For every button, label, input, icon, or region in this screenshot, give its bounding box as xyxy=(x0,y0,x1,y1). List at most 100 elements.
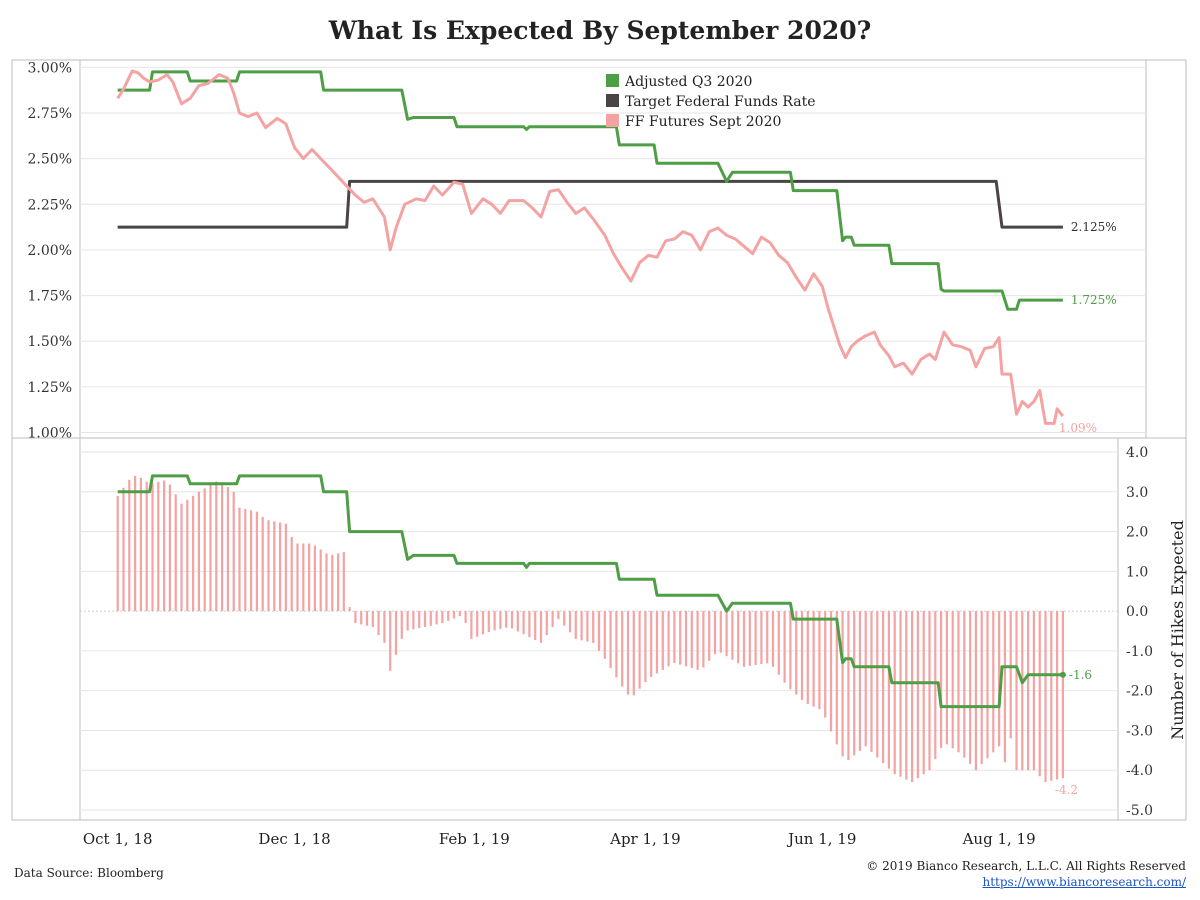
hikes-bar xyxy=(911,611,914,783)
legend-label: Adjusted Q3 2020 xyxy=(624,74,752,90)
hikes-bar xyxy=(296,543,299,612)
hikes-bar xyxy=(342,552,345,612)
hikes-bar xyxy=(325,553,328,612)
bar-series: -4.2 xyxy=(116,475,1078,797)
hikes-bar xyxy=(174,494,177,612)
hikes-bar xyxy=(992,611,995,753)
hikes-bar xyxy=(383,611,386,643)
hikes-bar xyxy=(168,484,171,612)
hikes-bar xyxy=(122,487,125,612)
hikes-bar xyxy=(696,611,699,670)
hikes-bar xyxy=(708,611,711,661)
hikes-bar xyxy=(592,611,595,643)
hikes-bar xyxy=(423,611,427,627)
hikes-bar xyxy=(568,611,572,633)
bottom-y-tick-label: -2.0 xyxy=(1126,684,1153,700)
hikes-bar xyxy=(998,611,1001,747)
hikes-bar xyxy=(481,611,485,635)
hikes-bar xyxy=(667,611,670,667)
hikes-bar xyxy=(255,511,258,612)
hikes-bar xyxy=(644,611,647,682)
ff-futures-line xyxy=(116,69,1065,425)
hikes-bar xyxy=(887,611,890,769)
hikes-bar xyxy=(748,611,751,666)
hikes-bar xyxy=(163,480,166,612)
line-series: -1.6 2.125% 1.725% 1.09% xyxy=(116,69,1117,709)
hikes-bar xyxy=(615,611,618,678)
bottom-y-axis-title: Number of Hikes Expected xyxy=(1168,520,1187,740)
hikes-bar xyxy=(824,611,827,718)
top-y-tick-label: 1.50% xyxy=(28,334,72,350)
hikes-bar xyxy=(719,611,722,653)
hikes-bar xyxy=(771,611,775,667)
hikes-bar xyxy=(650,611,653,677)
hikes-bar xyxy=(702,611,705,668)
hikes-bar xyxy=(128,479,131,612)
hikes-bar xyxy=(882,611,885,764)
hikes-bar xyxy=(400,611,403,639)
ff-futures-line-end-label: 1.09% xyxy=(1059,421,1097,435)
hikes-bar xyxy=(458,611,461,617)
hikes-bar xyxy=(215,481,218,612)
hikes-bar xyxy=(655,611,659,674)
hikes-bar xyxy=(267,520,270,612)
hikes-bar xyxy=(1061,611,1064,779)
hikes-bar xyxy=(157,481,160,612)
hikes-bar xyxy=(626,611,630,695)
hikes-bar xyxy=(574,611,577,639)
hikes-bar xyxy=(1003,611,1006,763)
x-tick-label: Feb 1, 19 xyxy=(439,830,510,848)
top-y-tick-label: 2.00% xyxy=(28,243,72,259)
hikes-bar xyxy=(893,611,896,775)
hikes-bar xyxy=(742,611,746,667)
hikes-bar xyxy=(1050,611,1053,781)
hikes-bar xyxy=(203,488,206,612)
hikes-bar xyxy=(354,611,357,623)
hikes-bar xyxy=(151,483,154,612)
hikes-bar xyxy=(493,611,496,631)
hikes-bar xyxy=(853,611,856,756)
hikes-bar xyxy=(580,611,583,641)
hikes-bar xyxy=(389,611,392,671)
hikes-bar xyxy=(290,536,293,612)
x-tick-label: Jun 1, 19 xyxy=(786,830,856,848)
hikes-bar xyxy=(134,475,137,612)
hikes-bar xyxy=(360,611,363,625)
hikes-bar xyxy=(940,611,943,748)
data-source-note: Data Source: Bloomberg xyxy=(14,866,164,880)
hikes-bar xyxy=(452,611,456,619)
adjusted-hikes-end-marker xyxy=(1059,671,1066,678)
hikes-bar xyxy=(766,611,769,664)
hikes-bar xyxy=(238,507,241,612)
hikes-bar xyxy=(1021,611,1024,771)
hikes-bar xyxy=(348,607,351,612)
hikes-bar xyxy=(760,611,763,665)
hikes-bar xyxy=(934,611,937,760)
axis-labels: 1.00% 1.25% 1.50% 1.75% 2.00% 2.25% 2.50% 2.75%… xyxy=(28,60,1187,848)
hikes-bar xyxy=(313,545,316,612)
hikes-bar xyxy=(661,611,664,670)
hikes-bar xyxy=(284,523,287,612)
hikes-bar xyxy=(539,611,543,643)
hikes-bar xyxy=(209,485,212,612)
hikes-bar xyxy=(632,611,635,696)
hikes-bar xyxy=(406,611,409,631)
hikes-bar xyxy=(725,611,728,657)
hikes-bar xyxy=(250,510,253,612)
website-link[interactable]: https://www.biancoresearch.com/ xyxy=(982,875,1186,889)
hikes-bar xyxy=(1056,611,1059,780)
chart-frame xyxy=(11,59,1187,821)
hikes-bar xyxy=(980,611,983,765)
hikes-bar xyxy=(499,611,502,629)
outer-frame xyxy=(11,59,1187,821)
chart-title: What Is Expected By September 2020? xyxy=(328,16,872,45)
hikes-bar xyxy=(273,521,276,612)
hikes-bar xyxy=(986,611,989,759)
hikes-bar xyxy=(603,611,606,659)
hikes-bar xyxy=(783,611,786,683)
hikes-bar xyxy=(522,611,525,635)
grid-lines xyxy=(80,66,1146,811)
hikes-bar xyxy=(586,611,589,642)
hikes-bar xyxy=(371,611,374,627)
